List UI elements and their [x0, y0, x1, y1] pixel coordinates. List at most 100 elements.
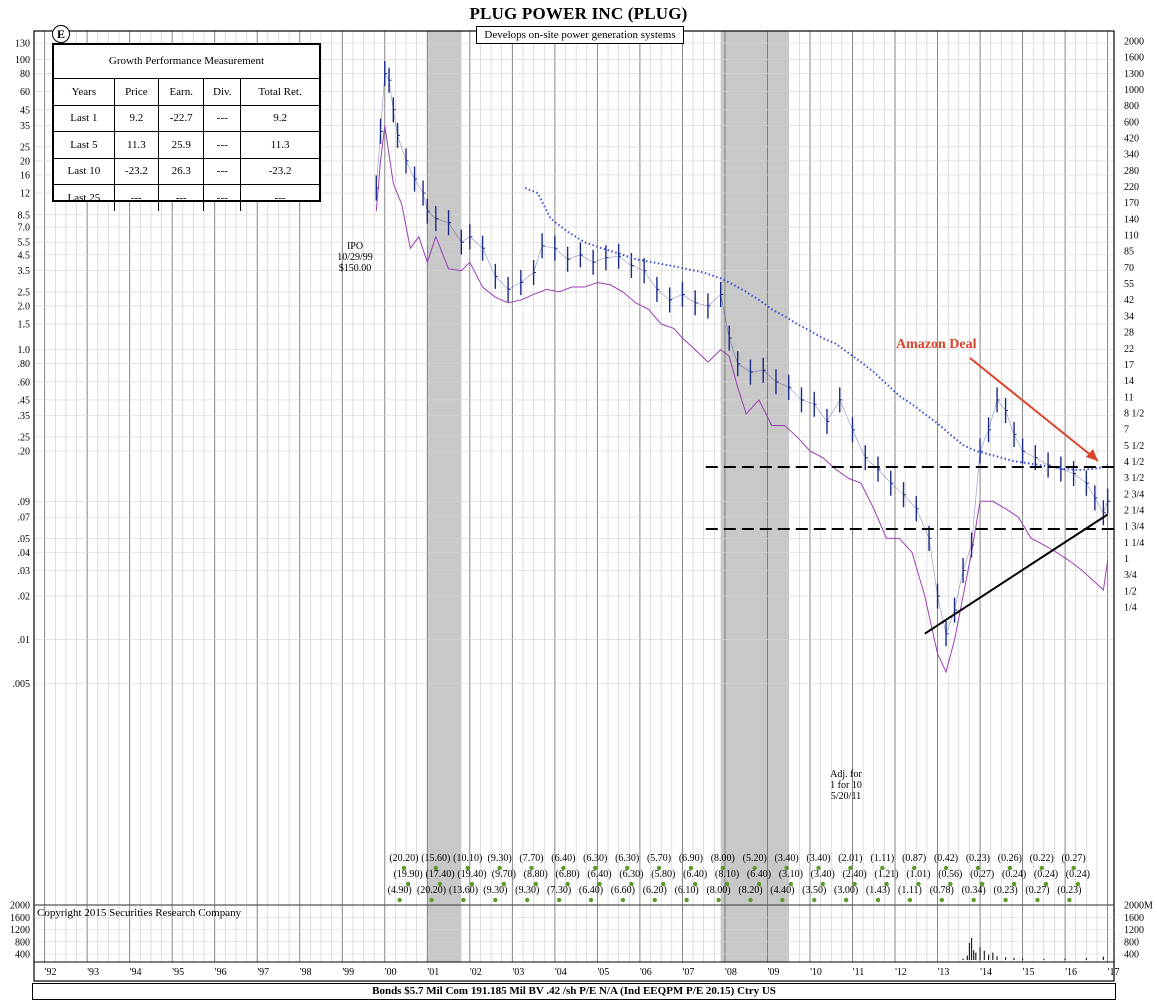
split-line-2: 1 for 10	[830, 780, 862, 791]
x-tick-label: '02	[470, 967, 482, 978]
table-row: Last 10 -23.2 26.3 --- -23.2	[54, 158, 319, 185]
earnings-dot	[497, 865, 502, 871]
earnings-label: (5.20)	[743, 853, 767, 864]
earnings-label: (0.24)	[1034, 869, 1058, 880]
earnings-label: (6.40)	[683, 869, 707, 880]
earnings-label: (19.90)	[394, 869, 423, 880]
earnings-label: (1.21)	[874, 869, 898, 880]
y-left-tick-label: .005	[13, 679, 31, 690]
y-right-tick-label: 220	[1124, 182, 1139, 193]
y-left-tick-label: .01	[18, 635, 31, 646]
earnings-label: (13.60)	[449, 885, 478, 896]
earnings-label: (1.11)	[870, 853, 894, 864]
relative-strength-line	[375, 125, 1109, 674]
split-line-3: 5/20/11	[830, 791, 862, 802]
growth-table-header-row: Years Price Earn. Div. Total Ret.	[54, 79, 319, 106]
amazon-deal-annotation: Amazon Deal	[896, 337, 977, 352]
x-tick-label: '96	[215, 967, 227, 978]
x-tick-label: '92	[45, 967, 57, 978]
growth-header-cell: Years	[54, 79, 115, 106]
earnings-dot	[911, 865, 917, 871]
volume-right-tick-label: 800	[1124, 937, 1139, 948]
split-annotation: Adj. for 1 for 10 5/20/11	[822, 769, 870, 802]
earnings-label: (0.56)	[938, 869, 962, 880]
earnings-label: (3.40)	[806, 853, 830, 864]
volume-left-tick-label: 2000	[10, 901, 30, 912]
growth-cell: Last 10	[54, 158, 115, 185]
earnings-label: (0.42)	[934, 853, 958, 864]
earnings-label: (6.40)	[587, 869, 611, 880]
earnings-dot	[661, 881, 666, 887]
earnings-dot	[848, 865, 853, 871]
y-left-tick-label: 25	[20, 142, 30, 153]
y-left-tick-label: 7.0	[18, 223, 31, 234]
growth-cell: 26.3	[158, 158, 205, 185]
x-tick-label: '13	[938, 967, 950, 978]
y-left-tick-label: .25	[18, 432, 31, 443]
growth-cell: ---	[203, 131, 242, 159]
y-left-tick-label: .80	[18, 359, 31, 370]
earnings-label: (8.20)	[738, 885, 762, 896]
y-left-tick-label: 8.5	[18, 210, 31, 221]
y-right-tick-label: 2000	[1124, 37, 1144, 48]
earnings-label: (3.00)	[834, 885, 858, 896]
recession-band	[427, 31, 462, 962]
volume-left-tick-label: 1600	[10, 913, 30, 924]
earnings-dot	[1035, 897, 1040, 903]
earnings-label: (9.30)	[515, 885, 539, 896]
y-right-tick-label: 600	[1124, 117, 1139, 128]
earnings-label: (8.00)	[711, 853, 735, 864]
growth-cell: -22.7	[158, 105, 205, 132]
y-left-tick-label: 2.5	[18, 287, 31, 298]
earnings-label: (10.10)	[453, 853, 482, 864]
earnings-dot	[1007, 865, 1013, 871]
growth-cell: 11.3	[240, 131, 319, 159]
earnings-dot	[816, 865, 821, 871]
earnings-dot	[1075, 881, 1081, 887]
y-right-tick-label: 1000	[1124, 85, 1144, 96]
x-tick-label: '97	[257, 967, 269, 978]
growth-cell: Last 25	[54, 184, 115, 211]
earnings-dot	[916, 881, 921, 887]
earnings-label: (20.20)	[417, 885, 446, 896]
growth-cell: ---	[158, 184, 205, 211]
y-right-tick-label: 5 1/2	[1124, 441, 1144, 452]
ipo-price: $150.00	[338, 263, 372, 274]
chart-title: PLUG POWER INC (PLUG)	[469, 4, 688, 23]
x-tick-label: '95	[172, 967, 184, 978]
table-row: Last 25 --- --- --- ---	[54, 184, 319, 211]
earnings-dot	[1043, 881, 1049, 887]
y-right-tick-label: 1 1/4	[1124, 538, 1144, 549]
y-left-tick-label: 20	[20, 156, 30, 167]
x-tick-label: '93	[87, 967, 99, 978]
y-right-tick-label: 3 1/2	[1124, 473, 1144, 484]
volume-right-tick-label: 1200	[1124, 925, 1144, 936]
x-tick-label: '05	[597, 967, 609, 978]
y-left-tick-label: 130	[15, 39, 30, 50]
earnings-label: (6.80)	[556, 869, 580, 880]
earnings-dot	[1039, 865, 1044, 871]
x-tick-label: '01	[427, 967, 439, 978]
earnings-label: (0.23)	[1057, 885, 1081, 896]
earnings-dot	[397, 897, 402, 903]
earnings-dot	[880, 865, 885, 871]
price-line	[375, 72, 1108, 635]
earnings-dot	[948, 881, 953, 887]
volume-right-tick-label: 1600	[1124, 913, 1144, 924]
earnings-label: (3.40)	[775, 853, 799, 864]
y-right-tick-label: 1600	[1124, 53, 1144, 64]
earnings-label: (8.10)	[715, 869, 739, 880]
x-tick-label: '11	[853, 967, 864, 978]
earnings-label: (6.90)	[679, 853, 703, 864]
earnings-dot	[1067, 897, 1072, 903]
y-left-tick-label: .07	[18, 513, 31, 524]
growth-cell: 25.9	[158, 131, 205, 159]
y-right-tick-label: 85	[1124, 247, 1134, 258]
ipo-date: 10/29/99	[337, 252, 373, 263]
y-left-tick-label: 35	[20, 121, 30, 132]
y-right-tick-label: 55	[1124, 279, 1134, 290]
y-left-tick-label: 16	[20, 170, 30, 181]
x-tick-label: '99	[342, 967, 354, 978]
earnings-dot	[593, 865, 598, 871]
growth-header-cell: Price	[114, 79, 160, 106]
